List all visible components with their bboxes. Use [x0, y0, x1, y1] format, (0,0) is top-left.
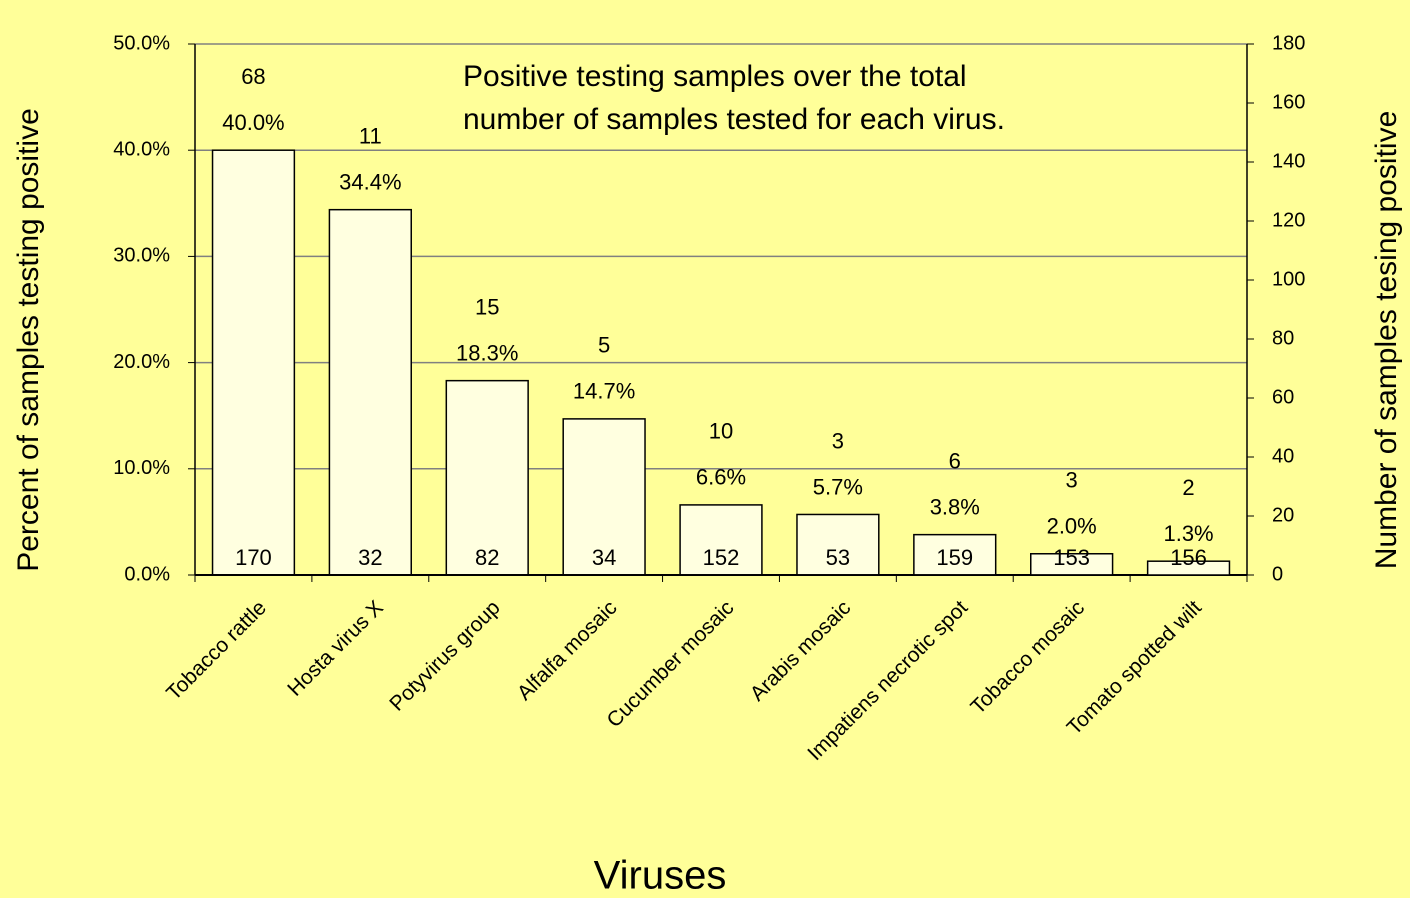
value-label: 2.0% — [1047, 514, 1097, 539]
tested-label: 34 — [592, 545, 616, 570]
y-tick-label: 20.0% — [113, 351, 170, 373]
y-tick-label: 50.0% — [113, 32, 170, 54]
y-tick-label: 30.0% — [113, 245, 170, 267]
tested-label: 82 — [475, 545, 499, 570]
bar — [211, 149, 296, 576]
value-label: 5.7% — [813, 474, 863, 499]
annotation: number of samples tested for each virus. — [463, 103, 1005, 136]
tested-label: 159 — [936, 545, 973, 570]
bar — [679, 504, 763, 576]
x-tick-label: Tomato spotted wilt — [1063, 596, 1206, 739]
positive-label: 5 — [598, 333, 610, 358]
tested-label: 152 — [703, 545, 740, 570]
x-tick-label: Hosta virus X — [283, 596, 388, 701]
annotation: Positive testing samples over the total — [463, 60, 967, 93]
value-label: 1.3% — [1163, 521, 1213, 546]
y2-tick-label: 0 — [1272, 563, 1283, 585]
positive-label: 3 — [832, 428, 844, 453]
y2-tick-label: 40 — [1272, 445, 1294, 467]
y-tick-label: 10.0% — [113, 457, 170, 479]
positive-label: 10 — [709, 419, 733, 444]
x-tick-label: Alfalfa mosaic — [513, 596, 622, 705]
x-axis-title: Viruses — [594, 854, 727, 898]
y2-tick-label: 60 — [1272, 386, 1294, 408]
tested-label: 153 — [1053, 545, 1090, 570]
y2-tick-label: 100 — [1272, 268, 1305, 290]
positive-label: 68 — [241, 64, 265, 89]
y2-tick-label: 160 — [1272, 91, 1305, 113]
tested-label: 156 — [1170, 545, 1207, 570]
bar — [796, 513, 880, 576]
bar — [1146, 560, 1231, 576]
value-label: 18.3% — [456, 340, 518, 365]
positive-label: 6 — [949, 448, 961, 473]
positive-label: 2 — [1182, 475, 1194, 500]
x-tick-label: Arabis mosaic — [746, 596, 856, 706]
positive-label: 3 — [1066, 468, 1078, 493]
x-tick-label: Cucumber mosaic — [603, 596, 739, 732]
value-label: 40.0% — [222, 110, 284, 135]
x-tick-label: Tobacco mosaic — [966, 596, 1089, 719]
bar — [562, 418, 646, 576]
y2-tick-label: 120 — [1272, 209, 1305, 231]
x-tick-label: Tobacco rattle — [162, 596, 271, 705]
y-tick-label: 0.0% — [124, 563, 170, 585]
bar — [913, 533, 997, 576]
x-tick-label: Potyvirus group — [385, 596, 504, 715]
y2-tick-label: 180 — [1272, 32, 1305, 54]
y-tick-label: 40.0% — [113, 138, 170, 160]
tested-label: 53 — [826, 545, 850, 570]
y2-tick-label: 140 — [1272, 150, 1305, 172]
y2-axis-title: Number of samples tesing positive — [1370, 111, 1403, 570]
y-axis-title: Percent of samples testing positive — [12, 108, 45, 572]
value-label: 14.7% — [573, 379, 635, 404]
y2-tick-label: 80 — [1272, 327, 1294, 349]
bar — [328, 208, 412, 576]
value-label: 34.4% — [339, 169, 401, 194]
tested-label: 32 — [358, 545, 382, 570]
tested-label: 170 — [235, 545, 272, 570]
y2-tick-label: 20 — [1272, 504, 1294, 526]
bar — [445, 379, 529, 576]
value-label: 3.8% — [930, 494, 980, 519]
positive-label: 11 — [359, 123, 382, 148]
positive-label: 15 — [475, 294, 499, 319]
value-label: 6.6% — [696, 465, 746, 490]
